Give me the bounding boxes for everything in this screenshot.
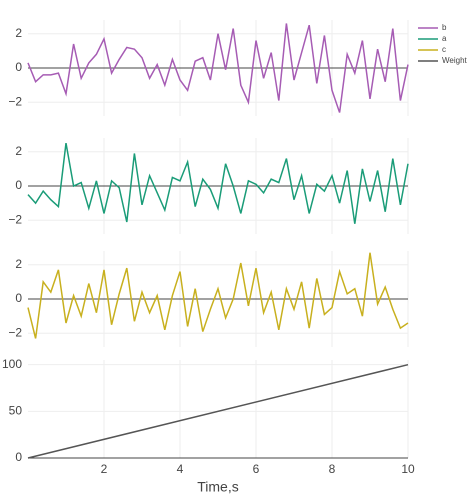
y-tick-label: −2 [8, 325, 22, 339]
x-tick-label: 6 [253, 462, 260, 476]
y-tick-label: −2 [8, 94, 22, 108]
legend-label: Weight [442, 56, 468, 65]
y-tick-label: 0 [15, 450, 22, 464]
y-tick-label: 0 [15, 60, 22, 74]
y-tick-label: 2 [15, 257, 22, 271]
x-tick-label: 8 [329, 462, 336, 476]
x-tick-label: 10 [401, 462, 415, 476]
legend-label: b [442, 23, 447, 32]
y-tick-label: 50 [9, 404, 23, 418]
line [27, 363, 409, 459]
y-tick-label: 0 [15, 178, 22, 192]
y-tick-label: 2 [15, 144, 22, 158]
y-tick-label: −2 [8, 212, 22, 226]
x-tick-label: 2 [101, 462, 108, 476]
legend-label: a [442, 34, 447, 43]
y-tick-label: 2 [15, 26, 22, 40]
line [27, 252, 409, 339]
x-tick-label: 4 [177, 462, 184, 476]
line [27, 143, 409, 224]
y-tick-label: 100 [2, 357, 22, 371]
line [27, 23, 409, 113]
legend-label: c [442, 45, 446, 54]
x-axis-title: Time,s [197, 479, 238, 495]
y-tick-label: 0 [15, 291, 22, 305]
